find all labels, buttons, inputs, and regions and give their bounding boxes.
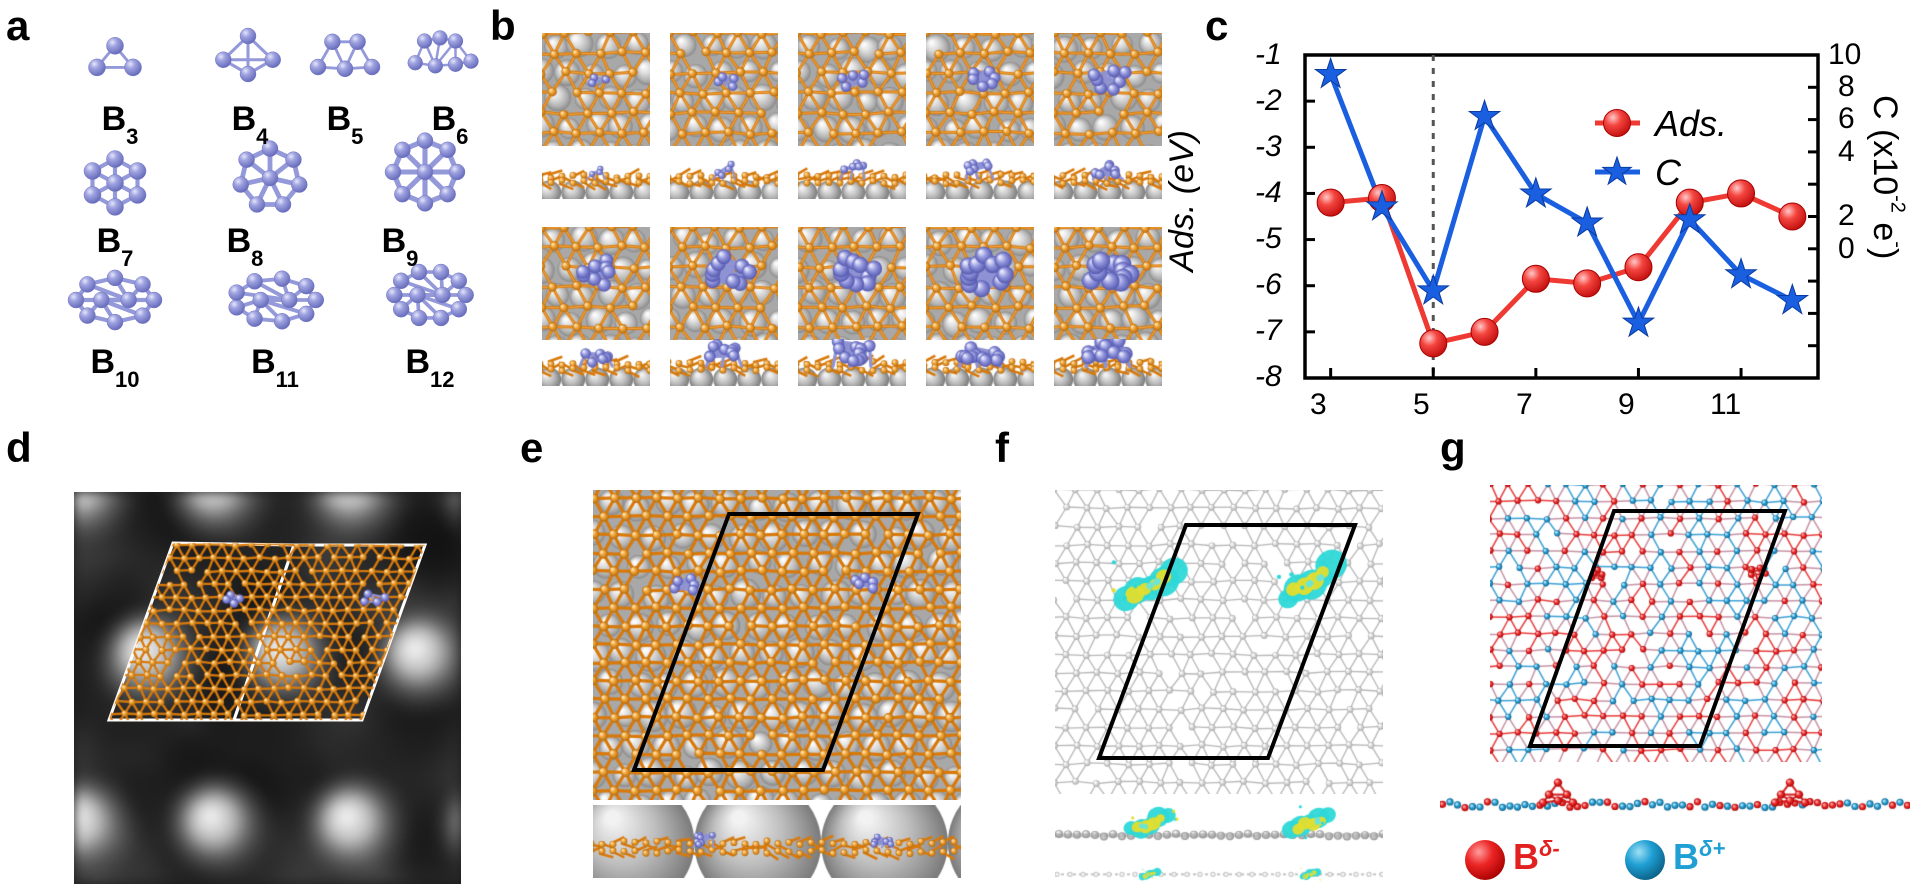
svg-text:C: C [1655, 152, 1682, 193]
svg-text:Ads.: Ads. [1653, 103, 1727, 144]
